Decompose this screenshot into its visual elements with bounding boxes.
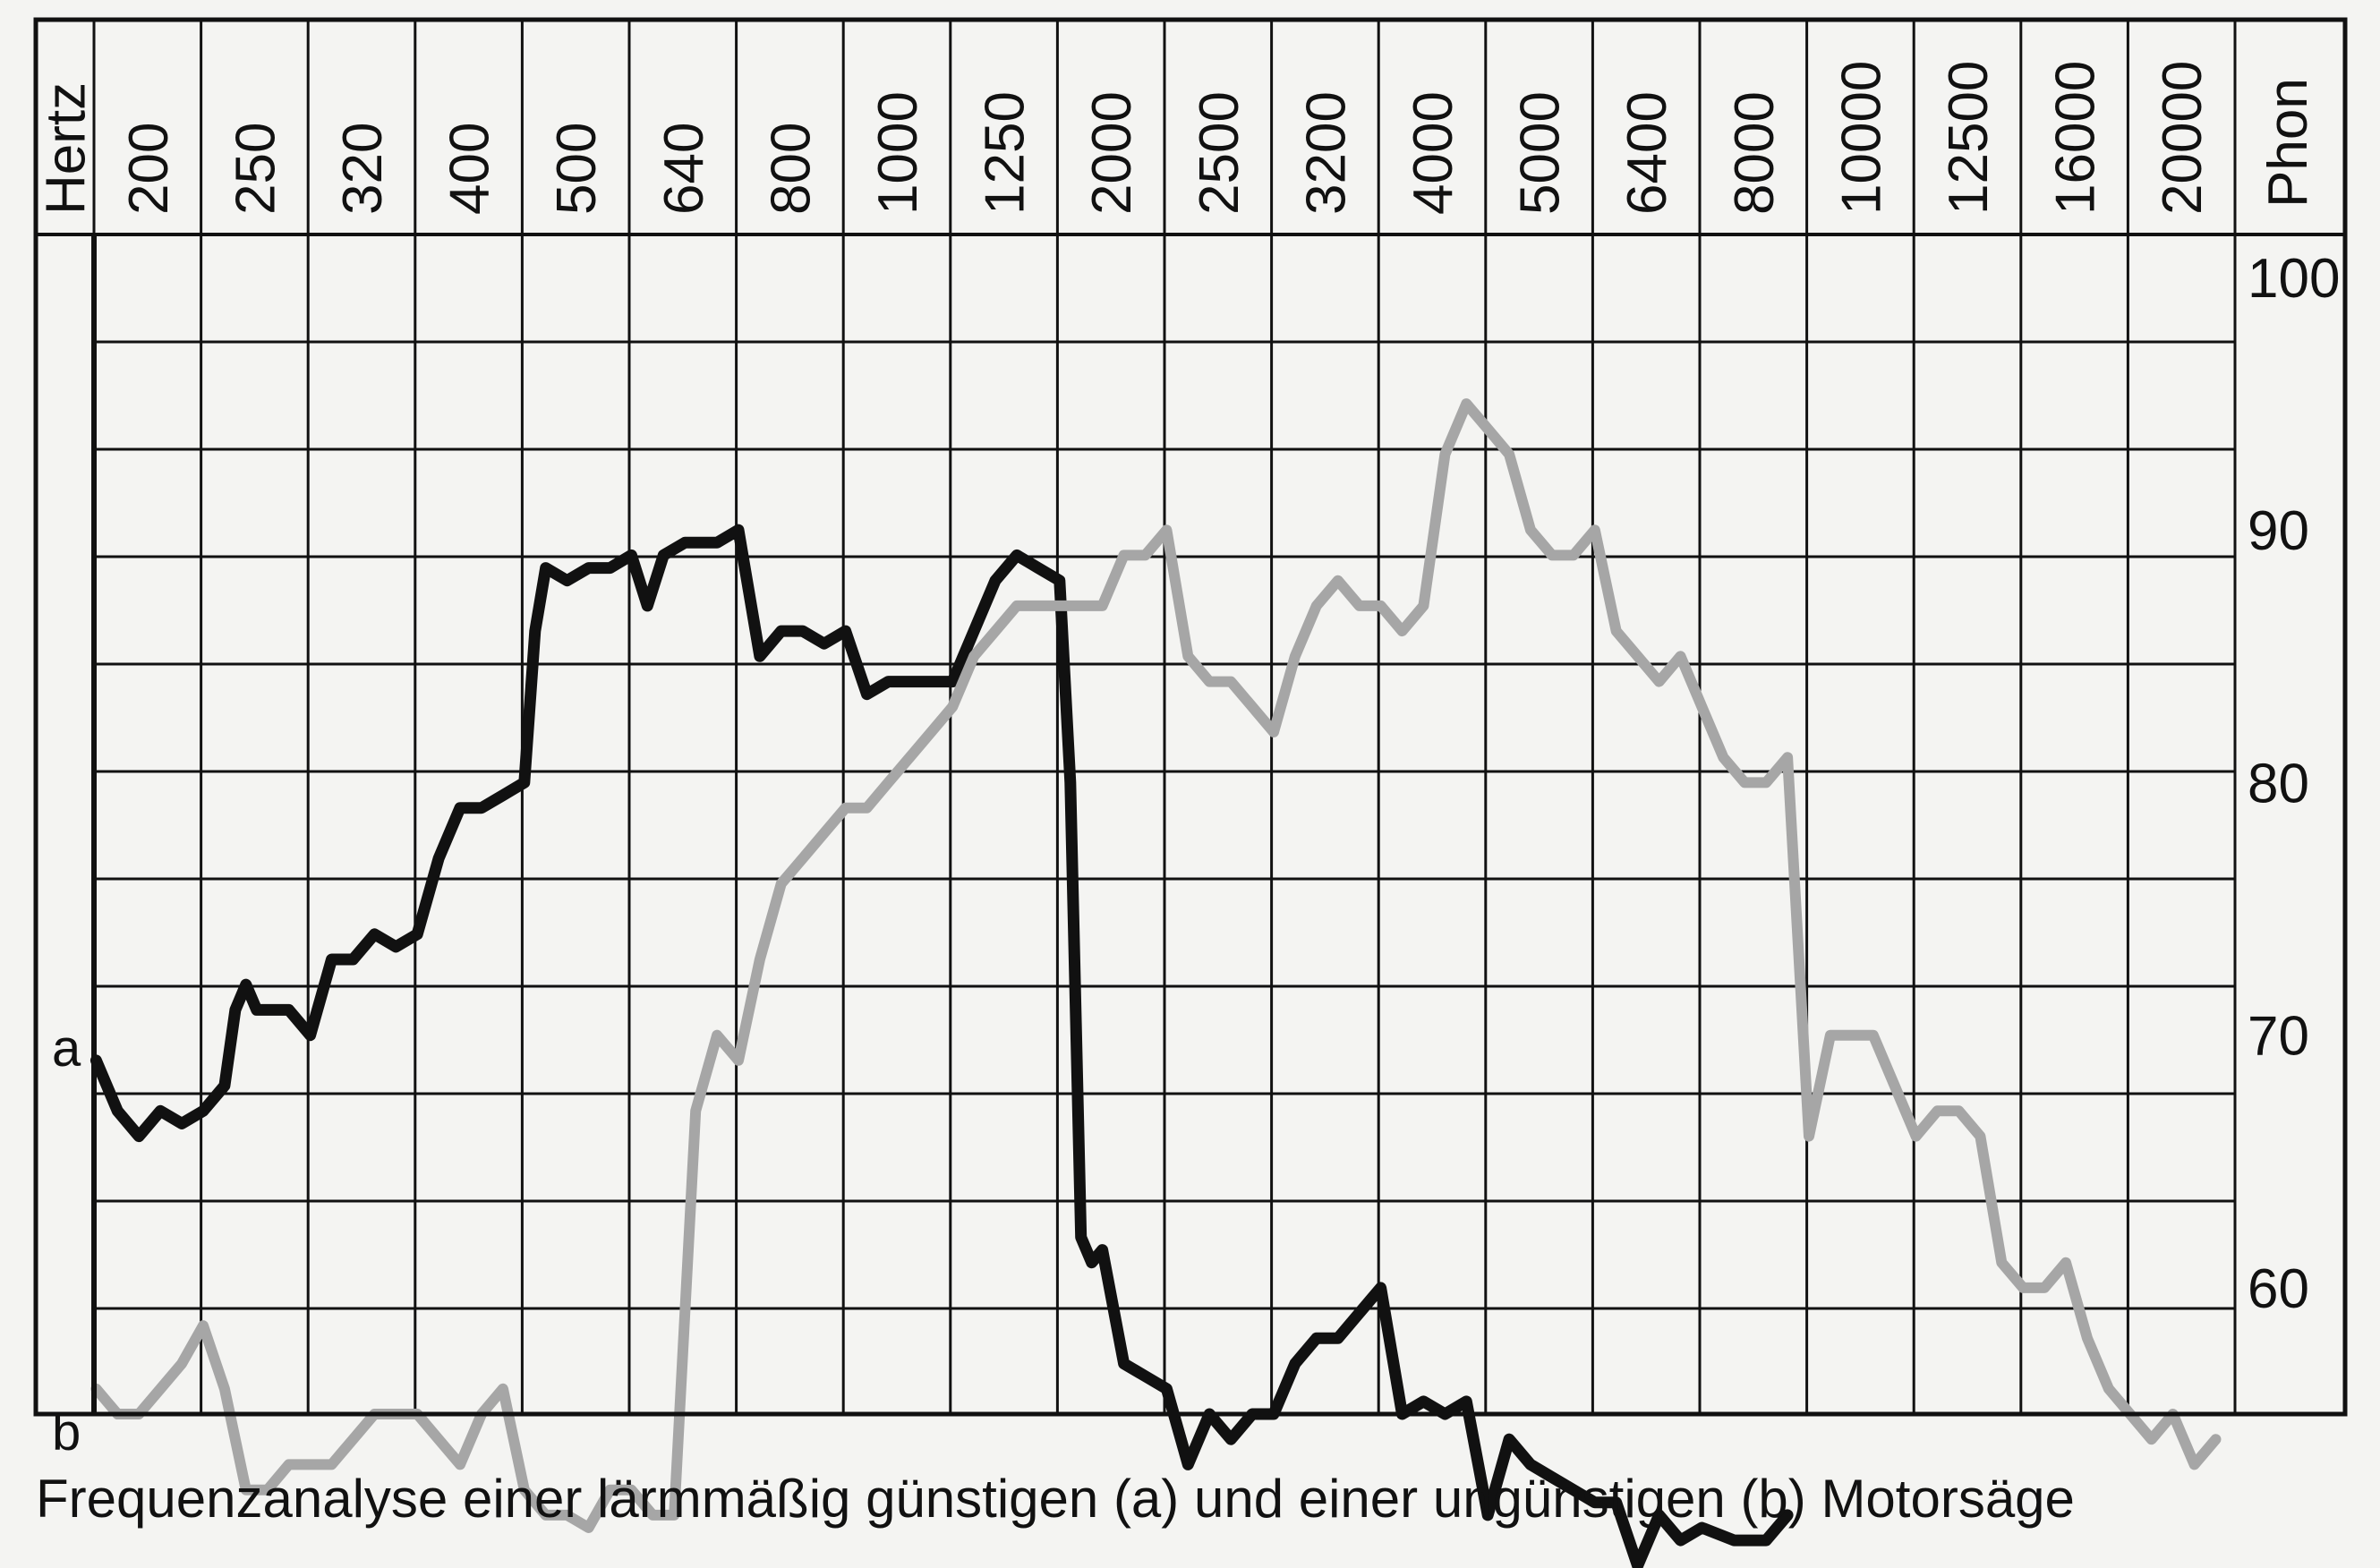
frequency-label-200: 200 — [118, 123, 180, 215]
series-layer: ab — [52, 398, 2222, 1568]
frequency-label-1000: 1000 — [867, 91, 929, 215]
frequency-label-2500: 2500 — [1189, 91, 1250, 215]
frequency-label-12500: 12500 — [1938, 61, 2000, 215]
frequency-label-320: 320 — [332, 123, 394, 215]
frequency-label-800: 800 — [760, 123, 822, 215]
phon-tick-90: 90 — [2248, 500, 2309, 562]
chart-caption: Frequenzanalyse einer lärmmäßig günstige… — [36, 1469, 2075, 1529]
frequency-label-3200: 3200 — [1295, 91, 1357, 215]
frequency-label-500: 500 — [546, 123, 608, 215]
phon-axis: 100 90 80 70 60 — [2248, 248, 2340, 1320]
phon-tick-70: 70 — [2248, 1006, 2309, 1068]
chart-frame — [33, 17, 2348, 1417]
frequency-label-6400: 6400 — [1617, 91, 1678, 215]
outer-border — [33, 17, 2348, 1417]
frequency-label-5000: 5000 — [1510, 91, 1572, 215]
frequency-label-1250: 1250 — [975, 91, 1036, 215]
frequency-label-640: 640 — [653, 123, 715, 215]
frequency-label-16000: 16000 — [2045, 61, 2107, 215]
phon-tick-60: 60 — [2248, 1258, 2309, 1320]
chart-grid — [34, 20, 2345, 1414]
frequency-label-400: 400 — [439, 123, 501, 215]
series-a-line — [90, 524, 1794, 1568]
frequency-label-8000: 8000 — [1724, 91, 1786, 215]
frequency-label-10000: 10000 — [1830, 61, 1892, 215]
x-axis-unit-label: Hertz — [36, 82, 98, 215]
frequency-label-20000: 20000 — [2152, 61, 2214, 215]
frequency-label-2000: 2000 — [1081, 91, 1143, 215]
frequency-label-4000: 4000 — [1403, 91, 1464, 215]
phon-tick-100: 100 — [2248, 248, 2340, 310]
series-b-line — [90, 398, 2222, 1533]
series-a-label: a — [52, 1019, 81, 1078]
phon-tick-80: 80 — [2248, 753, 2309, 814]
y-axis-unit-label: Phon — [2257, 78, 2319, 208]
frequency-label-250: 250 — [225, 123, 286, 215]
frequency-header: Hertz 200 250 320 400 500 640 800 1000 1250 2000 25… — [36, 61, 2320, 215]
